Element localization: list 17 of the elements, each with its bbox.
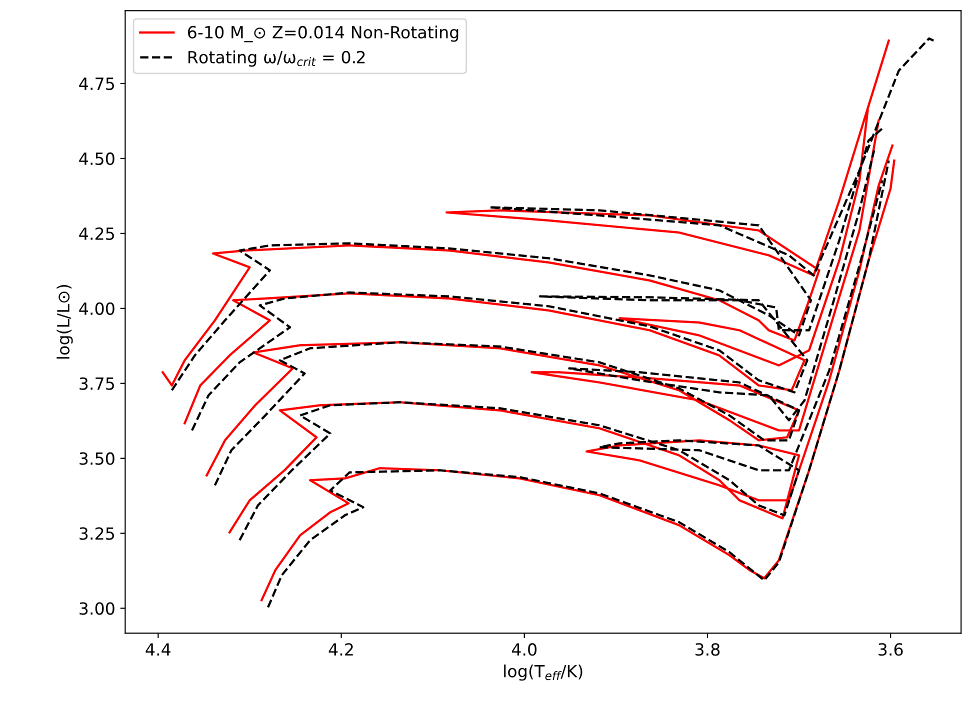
x-tick-label: 3.6 — [878, 643, 903, 656]
y-axis-title: log(L/L⊙) — [56, 285, 73, 359]
y-tick-label: 3.50 — [80, 452, 114, 465]
y-tick-label: 3.75 — [80, 377, 114, 390]
y-tick-label: 4.00 — [79, 302, 114, 315]
x-tick-label: 3.8 — [695, 643, 720, 656]
y-tick-label: 4.75 — [79, 78, 114, 90]
legend-label: Rotating ω/ω$_{crit}$ = 0.2 — [188, 50, 365, 67]
y-tick-label: 3.00 — [80, 602, 114, 615]
y-tick-label: 4.50 — [79, 152, 114, 166]
y-tick-label: 4.25 — [79, 227, 114, 240]
legend-label: 6-10 M_⊙ Z=0.014 Non-Rotating — [188, 26, 458, 42]
x-tick-label: 4.4 — [146, 643, 170, 656]
y-tick-label: 3.25 — [80, 527, 114, 540]
x-axis-title: log(T$_{eff}$/K) — [504, 664, 582, 681]
x-tick-label: 4.0 — [512, 643, 537, 656]
x-tick-label: 4.2 — [328, 643, 353, 656]
